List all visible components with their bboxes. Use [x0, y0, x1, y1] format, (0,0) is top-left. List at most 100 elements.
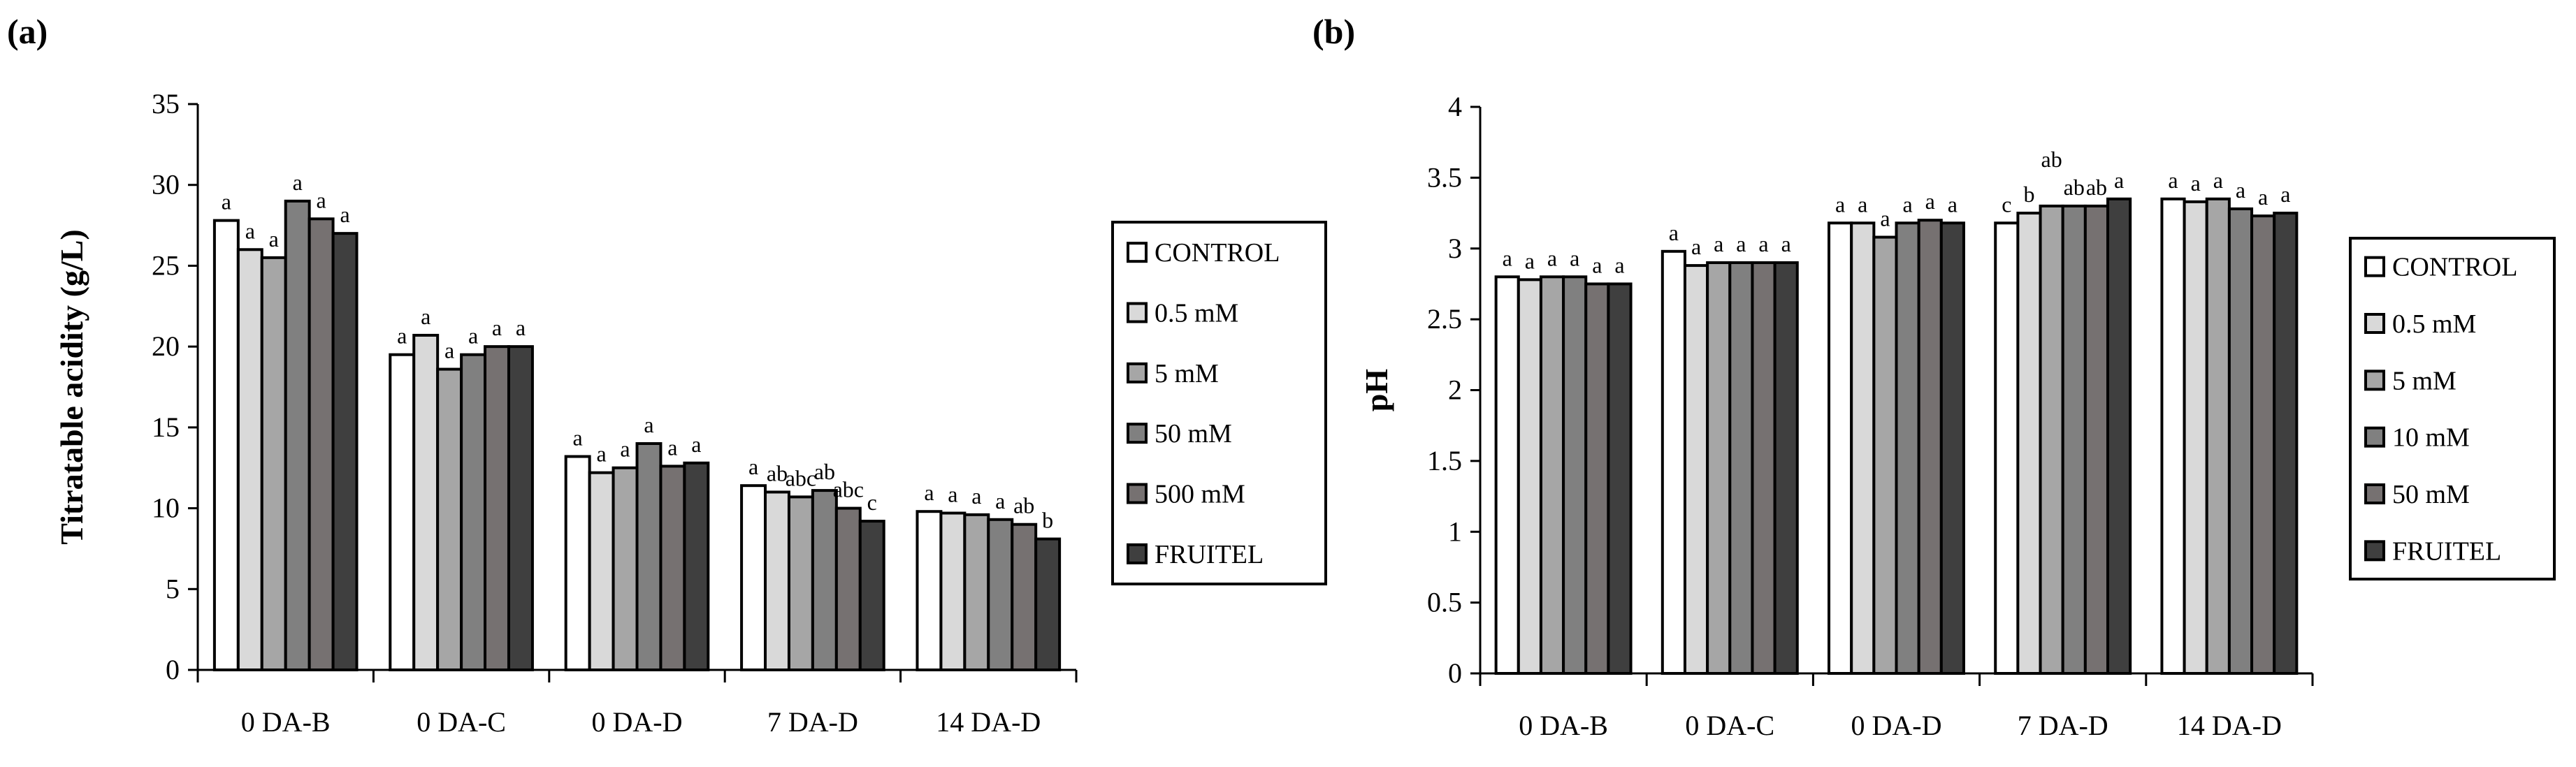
significance-letter: a — [573, 425, 583, 451]
bar-10-mm — [2227, 207, 2254, 675]
legend-swatch — [1127, 483, 1148, 504]
bar-50-mm — [811, 489, 838, 671]
bar-5-mm — [1872, 235, 1898, 675]
legend-swatch — [1127, 302, 1148, 323]
bar-0-5-mm — [2016, 212, 2042, 675]
bar-5-mm — [1706, 261, 1732, 675]
bar-0-5-mm — [588, 471, 615, 672]
significance-letter: a — [1758, 231, 1768, 256]
y-tick-label: 1.5 — [1427, 445, 1462, 476]
legend-swatch — [1127, 543, 1148, 564]
bar-fruitel — [507, 345, 534, 671]
bar-control — [2160, 197, 2186, 675]
significance-letter: a — [1691, 234, 1701, 259]
significance-letter: ab — [2064, 175, 2085, 200]
legend: CONTROL 0.5 mM 5 mM 10 mM 50 mM FRUITEL — [2349, 237, 2556, 580]
bar-0-5-mm — [412, 333, 440, 671]
legend-swatch — [2364, 483, 2385, 504]
legend-label: 50 mM — [2392, 480, 2470, 509]
significance-letter: ab — [2086, 175, 2107, 200]
significance-letter: a — [1858, 191, 1867, 217]
x-category-label: 0 DA-B — [1519, 710, 1608, 741]
legend-swatch — [2364, 370, 2385, 391]
bar-fruitel — [331, 232, 359, 671]
y-tick-label: 2 — [1448, 374, 1462, 406]
y-tick-label: 10 — [152, 492, 180, 524]
significance-letter: abc — [786, 465, 816, 490]
x-category-label: 7 DA-D — [2018, 710, 2108, 741]
bar-control — [740, 484, 767, 672]
significance-letter: a — [691, 432, 701, 457]
significance-letter: ab — [2041, 147, 2062, 172]
significance-letter: a — [2258, 184, 2268, 210]
y-tick-label: 0.5 — [1427, 587, 1462, 618]
bar-0-5-mm — [1517, 278, 1542, 675]
legend-label: 500 mM — [1155, 480, 1245, 509]
significance-letter: a — [1781, 231, 1791, 256]
bar-control — [1994, 221, 2020, 675]
bar-10-mm — [1895, 221, 1920, 675]
significance-letter: a — [340, 202, 349, 227]
bar-fruitel — [858, 520, 885, 671]
bar-0-5-mm — [1850, 221, 1876, 675]
bar-fruitel — [2273, 212, 2299, 675]
bar-10-mm — [2061, 204, 2087, 675]
significance-letter: a — [269, 226, 279, 251]
bar-50-mm — [1584, 282, 1610, 675]
significance-letter: a — [516, 315, 526, 340]
significance-letter: c — [2002, 191, 2011, 217]
significance-letter: a — [620, 437, 630, 462]
significance-letter: a — [1880, 206, 1890, 231]
significance-letter: a — [2168, 168, 2178, 193]
bar-500-mm — [484, 345, 510, 671]
y-tick-label: 3 — [1448, 233, 1462, 264]
bar-500-mm — [659, 465, 686, 672]
significance-letter: ab — [1013, 493, 1034, 518]
bar-control — [1494, 275, 1520, 675]
bar-50-mm — [1751, 261, 1777, 675]
bar-fruitel — [1939, 221, 1965, 675]
y-tick-label: 1 — [1448, 516, 1462, 547]
bar-50-mm — [2250, 214, 2276, 675]
significance-letter: a — [748, 454, 758, 479]
significance-letter: a — [995, 488, 1005, 513]
significance-letter: a — [2236, 177, 2245, 203]
y-tick-label: 3.5 — [1427, 161, 1462, 193]
x-category-label: 7 DA-D — [767, 706, 858, 738]
y-axis-title: pH — [1359, 369, 1394, 412]
significance-letter: a — [1592, 252, 1602, 277]
bar-0-5-mm — [939, 511, 967, 671]
bar-5-mm — [260, 256, 287, 672]
legend-label: 10 mM — [2392, 423, 2470, 453]
significance-letter: a — [1525, 248, 1535, 273]
significance-letter: a — [2213, 168, 2223, 193]
bar-5-mm — [436, 367, 463, 671]
y-tick-label: 15 — [152, 411, 180, 443]
y-tick-label: 35 — [152, 88, 180, 119]
bar-50-mm — [284, 199, 311, 672]
legend-box — [1111, 221, 1327, 585]
bar-10-mm — [1562, 275, 1588, 675]
bar-50-mm — [635, 442, 663, 671]
significance-letter: a — [1570, 245, 1579, 270]
significance-letter: a — [667, 434, 677, 460]
bar-500-mm — [834, 506, 862, 671]
significance-letter: a — [2280, 182, 2290, 207]
legend-swatch — [2364, 426, 2385, 448]
significance-letter: a — [1948, 191, 1958, 217]
significance-letter: a — [1547, 245, 1557, 270]
x-category-label: 14 DA-D — [936, 706, 1041, 738]
bar-fruitel — [1773, 261, 1799, 675]
significance-letter: a — [2191, 170, 2201, 196]
significance-letter: a — [2114, 168, 2124, 193]
y-axis-title: Titratable acidity (g/L) — [54, 229, 89, 544]
significance-letter: a — [397, 323, 407, 349]
legend-swatch — [2364, 313, 2385, 334]
bar-fruitel — [1034, 537, 1062, 671]
bar-5-mm — [612, 466, 639, 671]
panel-label: (b) — [1312, 12, 1355, 51]
significance-letter: a — [468, 323, 478, 349]
significance-letter: ab — [814, 459, 835, 484]
legend-label: FRUITEL — [1155, 540, 1264, 569]
